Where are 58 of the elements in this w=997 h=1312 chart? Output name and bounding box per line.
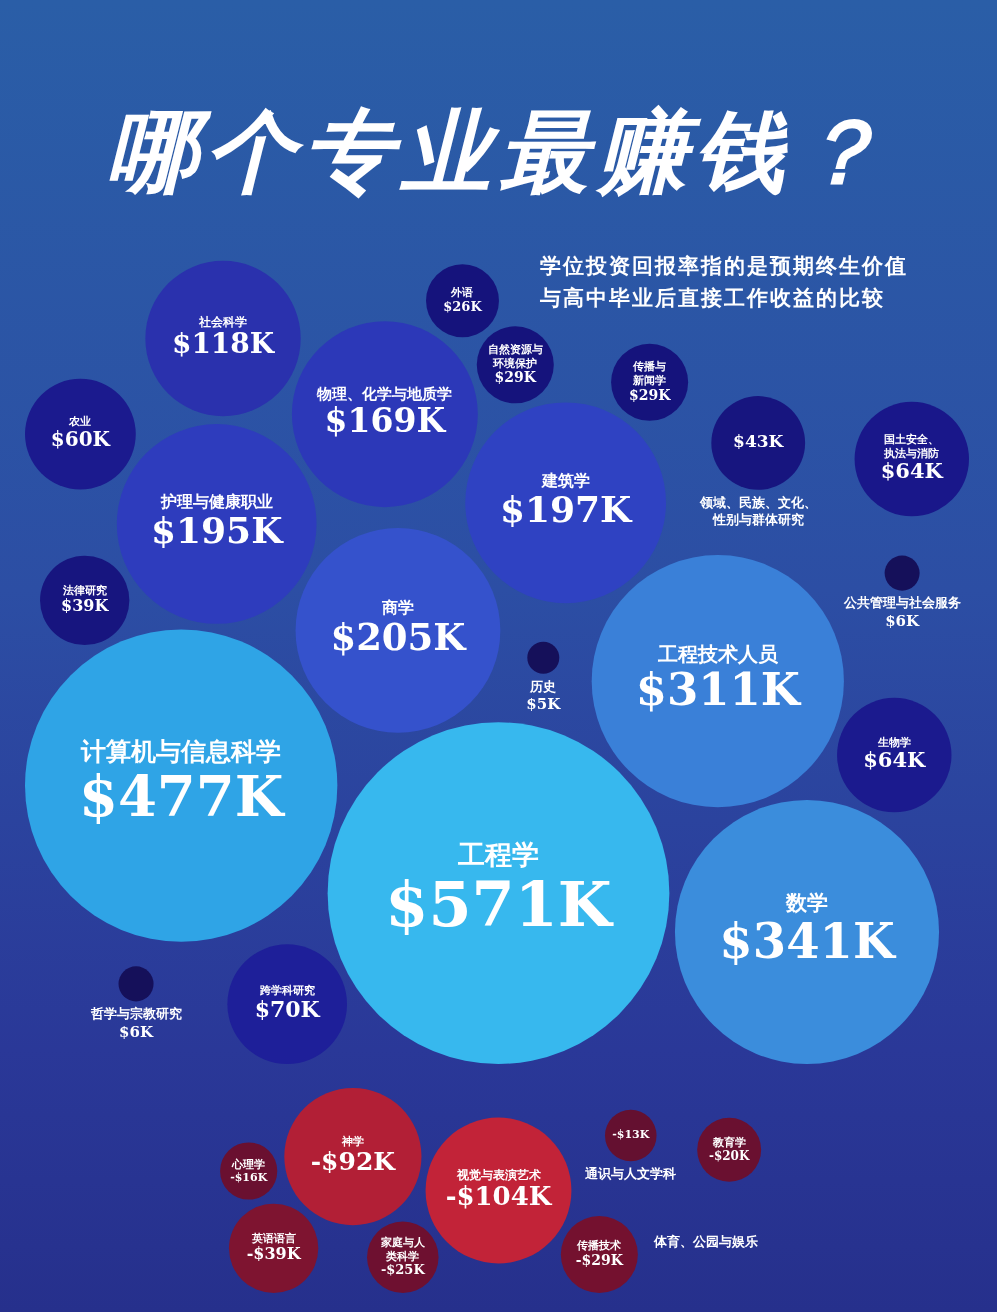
data-label: -$25K	[380, 1262, 426, 1278]
data-label: $70K	[254, 995, 321, 1022]
data-label: $6K	[119, 1022, 154, 1041]
category-label: 教育学	[711, 1135, 746, 1149]
data-label: $60K	[50, 427, 111, 452]
data-label: $26K	[443, 299, 483, 315]
data-label: -$20K	[708, 1148, 750, 1163]
category-label: 跨学科研究	[258, 984, 315, 998]
category-label: 工程学	[457, 839, 539, 871]
data-label: $118K	[171, 327, 276, 361]
category-label: 领域、民族、文化、性别与群体研究	[698, 494, 817, 527]
category-label: 传播技术	[576, 1239, 622, 1253]
category-label: 通识与人文学科	[584, 1166, 677, 1182]
category-label: 哲学与宗教研究	[89, 1006, 182, 1022]
category-label: 历史	[529, 678, 557, 694]
category-label: 外语	[450, 286, 474, 300]
category-label: 传播与新闻学	[632, 360, 667, 387]
category-label: 家庭与人类科学	[379, 1235, 426, 1263]
data-label: $43K	[733, 431, 785, 452]
category-label: 体育、公园与娱乐	[652, 1233, 758, 1249]
category-label: 心理学	[231, 1157, 266, 1171]
data-label: $195K	[150, 509, 285, 552]
data-label: -$29K	[575, 1252, 624, 1269]
data-label: $64K	[863, 747, 927, 773]
category-label: 自然资源与环境保护	[487, 342, 543, 370]
category-label: 商学	[380, 598, 414, 618]
data-label: $29K	[494, 369, 537, 386]
data-label: $39K	[61, 596, 110, 616]
data-label: $29K	[628, 386, 672, 403]
category-label: 国土安全、执法与消防	[883, 432, 940, 460]
data-label: $64K	[880, 458, 944, 484]
category-label: 社会科学	[198, 314, 248, 329]
category-label: 护理与健康职业	[159, 492, 273, 512]
data-label: $571K	[385, 868, 614, 942]
data-label: -$92K	[310, 1146, 397, 1176]
category-label: 建筑学	[539, 471, 590, 491]
data-label: -$13K	[612, 1128, 650, 1142]
data-label: $205K	[330, 615, 468, 660]
data-label: $197K	[499, 488, 634, 531]
category-label: 法律研究	[61, 584, 107, 598]
category-label: 视觉与表演艺术	[455, 1167, 541, 1182]
category-label: 计算机与信息科学	[80, 736, 282, 766]
data-label: -$16K	[230, 1170, 268, 1184]
data-label: $5K	[526, 695, 562, 714]
data-label: -$104K	[445, 1180, 553, 1211]
category-label: 工程技术人员	[656, 641, 779, 666]
category-label: 英语语言	[250, 1232, 296, 1245]
category-label: 物理、化学与地质学	[316, 385, 453, 404]
category-label: 数学	[784, 890, 828, 915]
data-label: $6K	[885, 612, 921, 631]
category-label: 生物学	[876, 735, 911, 749]
text: 哪个专业最赚钱？	[105, 98, 892, 206]
data-label: -$39K	[246, 1244, 302, 1264]
category-label: 农业	[68, 415, 92, 429]
category-label: 公共管理与社会服务	[842, 595, 961, 611]
category-label: 神学	[340, 1135, 364, 1149]
text: 学位投资回报率指的是预期终生价值与高中毕业后直接工作收益的比较	[540, 253, 909, 312]
data-label: $169K	[324, 401, 447, 441]
